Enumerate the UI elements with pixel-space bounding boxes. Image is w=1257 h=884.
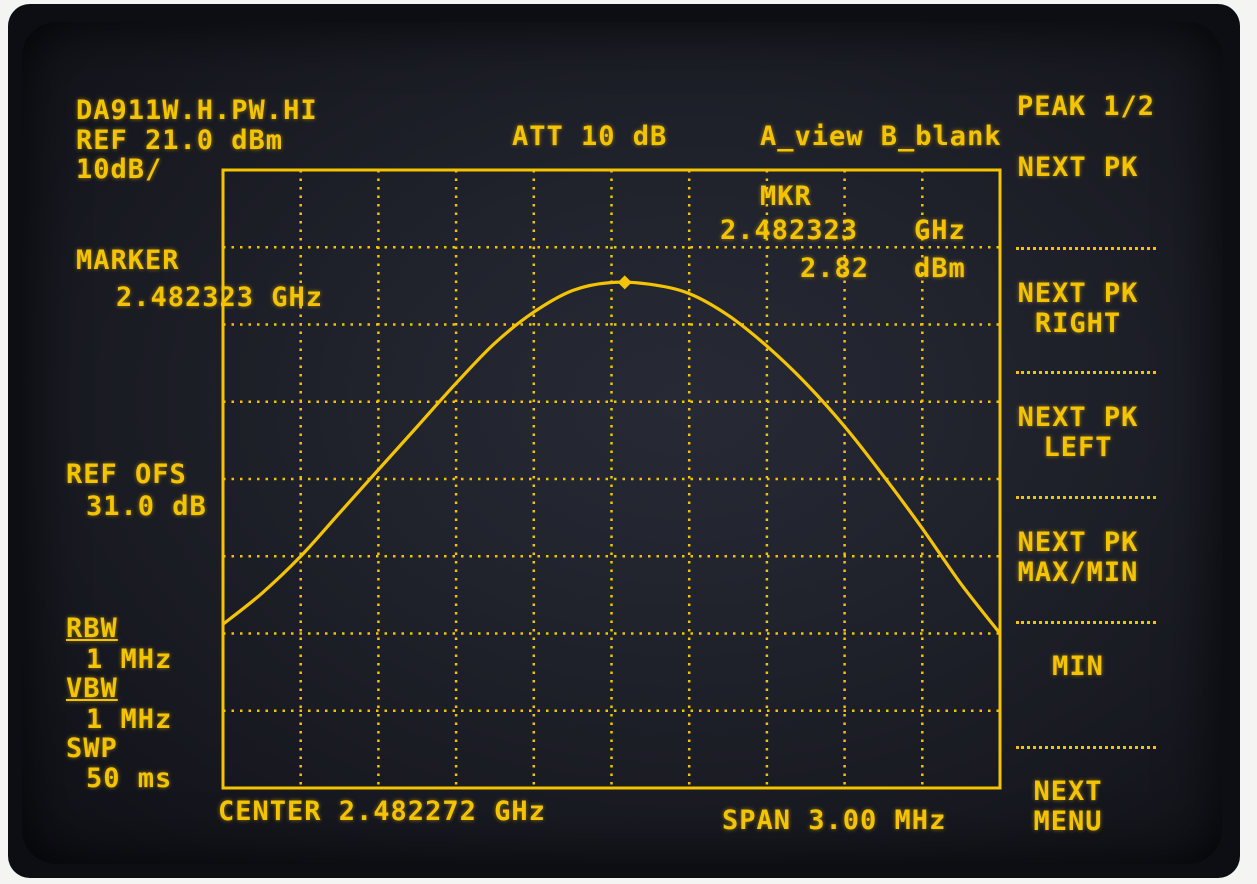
mkr-amplitude: 2.82 — [800, 253, 870, 284]
softkey-separator — [1016, 746, 1156, 749]
trace-a — [222, 280, 1002, 635]
mkr-amplitude-unit: dBm — [914, 253, 966, 284]
softkey-min-label: MIN — [1052, 651, 1104, 682]
softkey-next-pk-left-line1: NEXT PK — [1017, 402, 1139, 433]
swp-value: 50 ms — [86, 763, 173, 794]
mkr-frequency: 2.482323 — [720, 215, 859, 246]
rbw-label: RBW — [66, 613, 118, 644]
mkr-label: MKR — [760, 181, 812, 212]
softkey-separator — [1016, 496, 1156, 499]
span-label: SPAN 3.00 MHz — [722, 805, 947, 836]
softkey-next-pk-right-line2: RIGHT — [1034, 308, 1122, 339]
softkey-next-menu[interactable]: NEXT MENU — [988, 777, 1148, 837]
file-name-label: DA911W.H.PW.HI — [76, 95, 318, 126]
softkey-next-menu-line2: MENU — [1033, 806, 1103, 837]
ref-ofs-value: 31.0 dB — [86, 491, 207, 522]
softkey-next-pk-label: NEXT PK — [1017, 152, 1139, 183]
ref-ofs-label: REF OFS — [66, 459, 187, 490]
softkey-next-pk-max-min[interactable]: NEXT PK MAX/MIN — [998, 528, 1158, 588]
softkey-separator — [1016, 371, 1156, 374]
ref-level-label: REF 21.0 dBm — [76, 125, 284, 156]
softkey-menu-title: PEAK 1/2 — [1016, 91, 1156, 122]
softkey-next-pk[interactable]: NEXT PK — [998, 153, 1158, 183]
marker-diamond — [617, 275, 632, 290]
scale-label: 10dB/ — [76, 154, 163, 185]
softkey-next-pk-max-min-line1: NEXT PK — [1017, 527, 1139, 558]
softkey-next-pk-right-line1: NEXT PK — [1017, 278, 1139, 309]
softkey-separator — [1016, 247, 1156, 250]
graticule — [223, 170, 1000, 788]
attenuation-label: ATT 10 dB — [512, 121, 668, 152]
swp-label: SWP — [66, 733, 118, 764]
trace-state-label: A_view B_blank — [760, 121, 1002, 152]
vbw-value: 1 MHz — [86, 704, 173, 735]
mkr-frequency-unit: GHz — [914, 215, 966, 246]
center-frequency-label: CENTER 2.482272 GHz — [218, 796, 546, 827]
softkey-min[interactable]: MIN — [998, 652, 1158, 682]
softkey-next-pk-left-line2: LEFT — [1043, 432, 1113, 463]
softkey-next-pk-left[interactable]: NEXT PK LEFT — [998, 403, 1158, 463]
softkey-next-pk-right[interactable]: NEXT PK RIGHT — [998, 279, 1158, 339]
softkey-separator — [1016, 621, 1156, 624]
softkey-next-menu-line1: NEXT — [1033, 776, 1103, 807]
vbw-label: VBW — [66, 673, 118, 704]
graticule-frame — [221, 168, 1002, 790]
softkey-next-pk-max-min-line2: MAX/MIN — [1017, 557, 1139, 588]
rbw-value: 1 MHz — [86, 644, 173, 675]
marker-label: MARKER — [76, 245, 180, 276]
marker-value: 2.482323 GHz — [116, 282, 324, 313]
